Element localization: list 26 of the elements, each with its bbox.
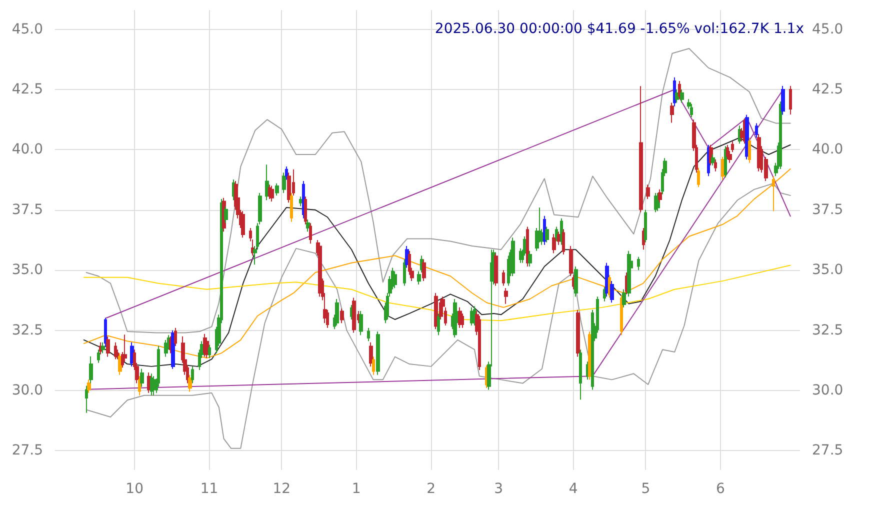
- y-tick-label: 35.0: [12, 262, 43, 278]
- y2-tick-label: 27.5: [812, 442, 844, 459]
- y-tick-label: 37.5: [12, 202, 43, 218]
- y2-tick-label: 32.5: [812, 322, 844, 338]
- y2-tick-label: 45.0: [812, 21, 844, 38]
- y2-tick-label: 30.0: [812, 382, 844, 399]
- x-tick-label: 5: [641, 481, 650, 497]
- x-tick-label: 12: [272, 481, 291, 497]
- y2-tick-label: 35.0: [812, 262, 844, 278]
- x-tick-label: 3: [494, 481, 504, 497]
- y-tick-label: 40.0: [12, 142, 43, 158]
- y2-tick-label: 37.5: [812, 202, 844, 218]
- x-tick-label: 11: [200, 481, 218, 497]
- y-tick-label: 27.5: [12, 442, 43, 459]
- y-tick-label: 45.0: [12, 21, 43, 38]
- y2-tick-label: 42.5: [812, 81, 844, 98]
- x-tick-label: 2: [426, 481, 436, 497]
- text: 2025.06.30 00:00:00 $41.69 -1.65% vol:162.7K 1.1x: [434, 21, 804, 37]
- x-tick-label: 1: [352, 481, 361, 497]
- y2-tick-label: 40.0: [812, 142, 844, 158]
- y-tick-label: 30.0: [12, 382, 43, 399]
- y-tick-label: 42.5: [12, 81, 43, 98]
- x-tick-label: 4: [568, 481, 578, 497]
- y-tick-label: 32.5: [12, 322, 43, 338]
- x-tick-label: 6: [716, 481, 725, 497]
- x-tick-label: 10: [126, 481, 144, 497]
